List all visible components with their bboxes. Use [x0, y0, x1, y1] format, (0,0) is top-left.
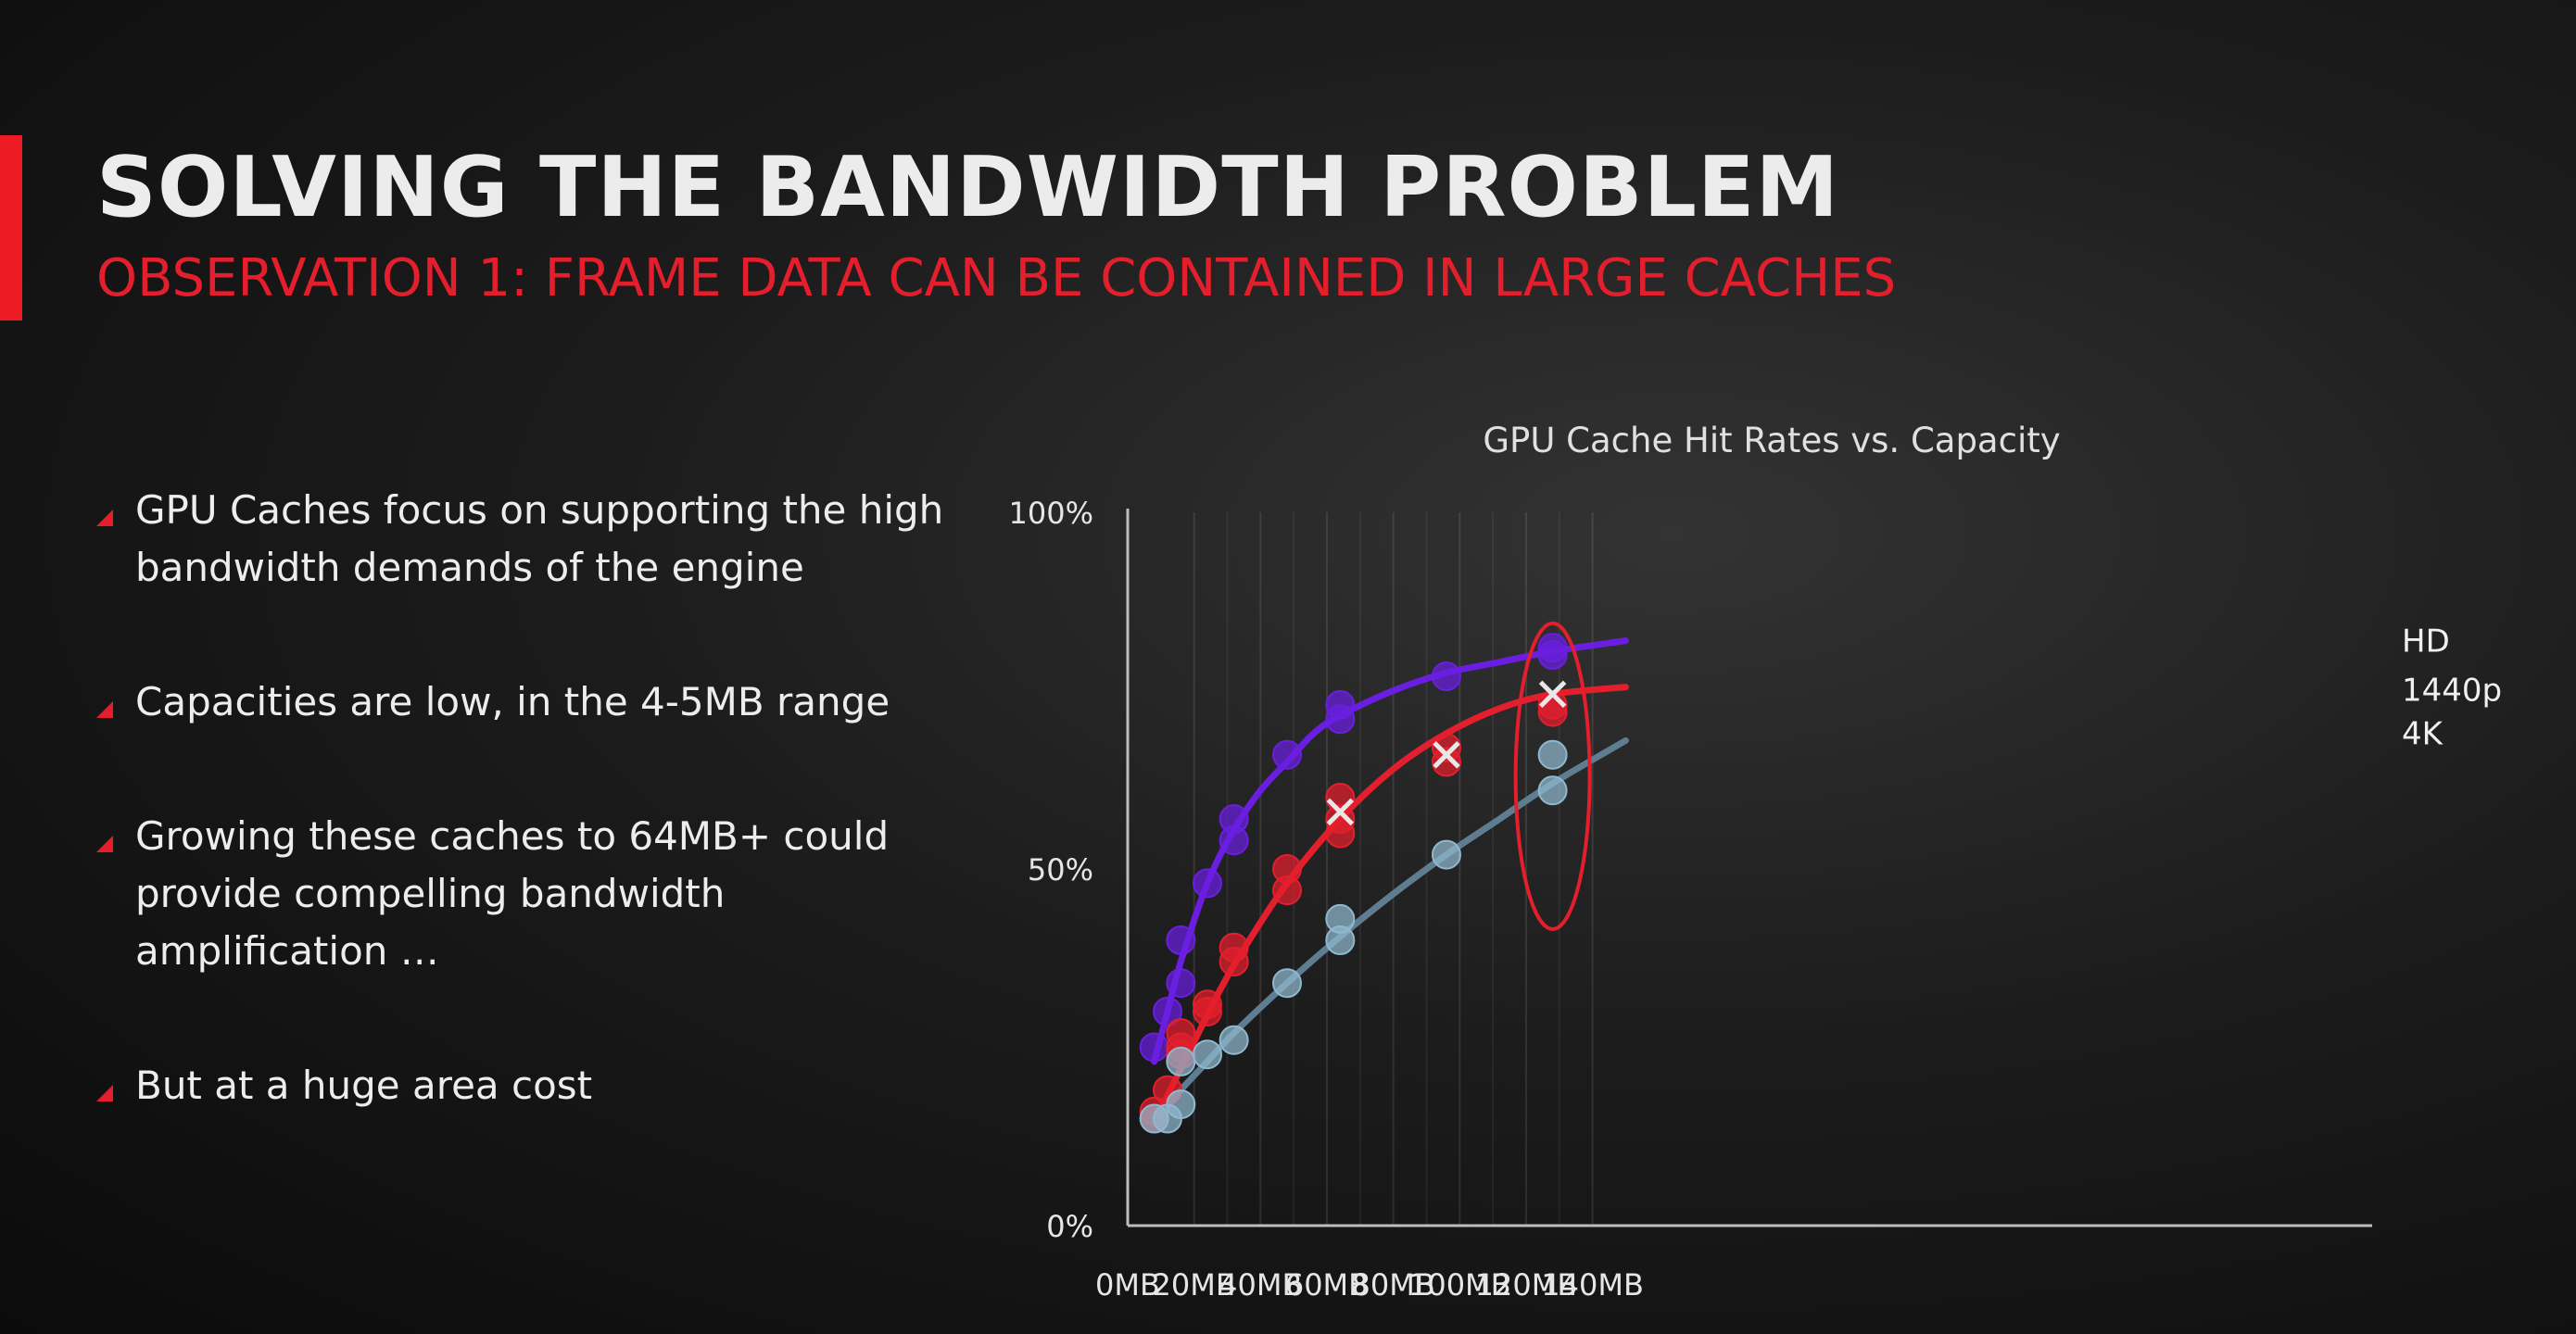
data-point-hd: [1192, 868, 1222, 899]
data-point-1440p: [1192, 997, 1222, 1026]
bullet-text: Capacities are low, in the 4-5MB range: [135, 679, 890, 724]
data-point-1440p: [1431, 747, 1461, 777]
data-point-4k: [1431, 839, 1461, 870]
bullet-item: Capacities are low, in the 4-5MB range: [96, 673, 949, 731]
data-point-4k: [1166, 1046, 1196, 1076]
triangle-bullet-icon: [96, 1085, 113, 1101]
triangle-bullet-icon: [96, 701, 113, 718]
x-tick-label: 140MB: [1541, 1267, 1644, 1303]
data-point-1440p: [1271, 875, 1302, 906]
data-point-hd: [1431, 661, 1461, 692]
x-marker-stroke: [1538, 680, 1567, 709]
accent-bar: [0, 135, 22, 321]
data-point-1440p: [1325, 818, 1356, 849]
data-point-hd: [1219, 825, 1249, 856]
y-tick-label: 0%: [1046, 1209, 1093, 1244]
y-tick-label: 100%: [1009, 496, 1093, 531]
data-point-hd: [1271, 739, 1302, 770]
data-point-4k: [1166, 1089, 1196, 1120]
x-marker-icon: [1538, 680, 1567, 709]
data-point-hd: [1166, 925, 1196, 955]
y-tick-label: 50%: [1028, 852, 1093, 887]
slide-title: SOLVING THE BANDWIDTH PROBLEM: [96, 139, 1840, 236]
slide-subtitle: OBSERVATION 1: FRAME DATA CAN BE CONTAIN…: [96, 248, 1897, 308]
series-label-4k: 4K: [2402, 715, 2444, 752]
series-label-1440p: 1440p: [2402, 673, 2502, 710]
axes: [1126, 509, 2372, 1227]
chart-title: GPU Cache Hit Rates vs. Capacity: [1483, 421, 2060, 460]
series-labels: HD 1440p 4K: [2402, 623, 2502, 753]
data-points: [1139, 633, 1568, 1134]
x-marker-icon: [1326, 798, 1355, 826]
data-point-hd: [1537, 640, 1568, 670]
data-point-4k: [1537, 739, 1568, 770]
bullet-item: GPU Caches focus on supporting the high …: [96, 482, 949, 597]
data-point-1440p: [1537, 697, 1568, 727]
bullet-text: But at a huge area cost: [135, 1063, 593, 1108]
x-markers: [1326, 680, 1567, 826]
x-tick-label: 120MB: [1475, 1267, 1578, 1303]
bullet-item: Growing these caches to 64MB+ could prov…: [96, 808, 949, 980]
x-marker-stroke: [1326, 798, 1355, 826]
x-tick-label: 80MB: [1351, 1267, 1434, 1303]
data-point-4k: [1271, 968, 1302, 999]
series-label-hd: HD: [2402, 623, 2450, 661]
highlight-ellipse-shape: [1513, 621, 1592, 931]
grid-lines: [1193, 512, 1594, 1226]
bullet-text: GPU Caches focus on supporting the high …: [135, 487, 944, 590]
data-point-4k: [1192, 1039, 1222, 1070]
data-point-hd: [1152, 997, 1182, 1026]
x-marker-stroke: [1433, 741, 1460, 769]
x-tick-label: 40MB: [1219, 1267, 1302, 1303]
bullet-item: But at a huge area cost: [96, 1057, 949, 1114]
data-point-hd: [1325, 704, 1356, 735]
triangle-bullet-icon: [96, 510, 113, 526]
x-tick-label: 60MB: [1285, 1267, 1369, 1303]
data-point-hd: [1166, 968, 1196, 999]
data-point-1440p: [1219, 947, 1249, 977]
triangle-bullet-icon: [96, 836, 113, 852]
x-tick-label: 20MB: [1153, 1267, 1236, 1303]
data-point-hd: [1139, 1032, 1169, 1063]
data-point-4k: [1537, 775, 1568, 806]
bullet-list: GPU Caches focus on supporting the high …: [96, 482, 949, 1114]
bullet-text: Growing these caches to 64MB+ could prov…: [135, 813, 890, 974]
x-marker-icon: [1433, 741, 1460, 769]
data-point-4k: [1219, 1025, 1249, 1055]
highlight-ellipse: [1513, 621, 1592, 931]
x-tick-label: 100MB: [1408, 1267, 1511, 1303]
data-point-4k: [1325, 925, 1356, 955]
x-tick-label: 0MB: [1095, 1267, 1160, 1303]
